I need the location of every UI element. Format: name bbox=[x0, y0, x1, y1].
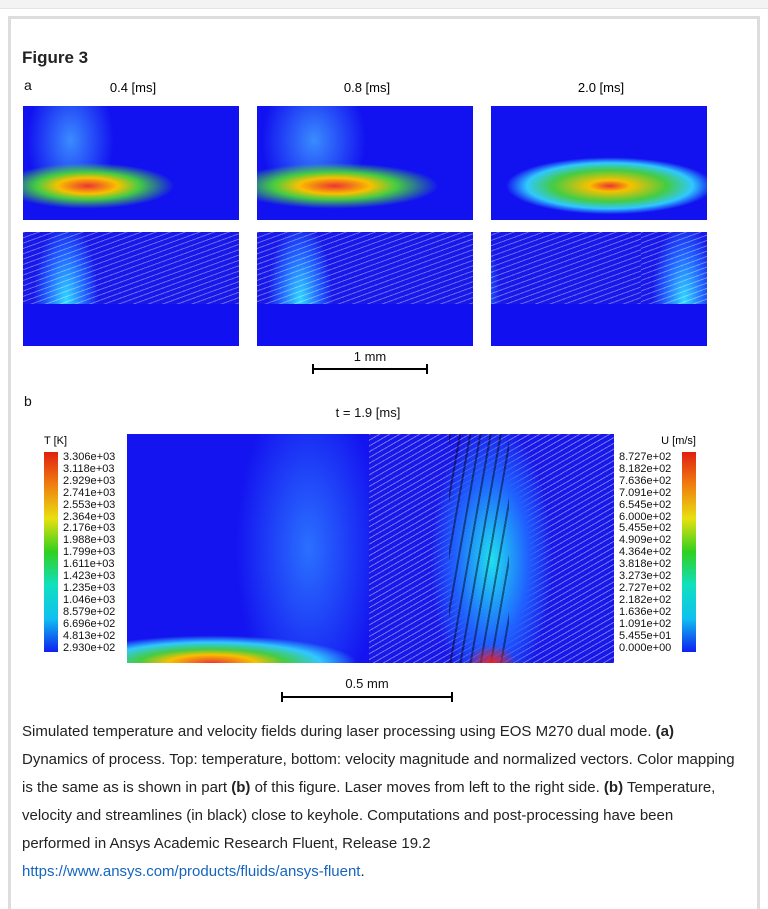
velocity-panel-0.4ms bbox=[23, 232, 239, 346]
legend-tick: 2.176e+03 bbox=[63, 522, 116, 535]
legend-t-title: T [K] bbox=[44, 435, 68, 447]
legend-tick: 3.118e+03 bbox=[63, 462, 115, 475]
legend-tick: 3.306e+03 bbox=[63, 451, 116, 463]
figure-caption: Simulated temperature and velocity field… bbox=[22, 718, 742, 886]
legend-tick: 6.000e+02 bbox=[619, 510, 672, 523]
scale-label-a: 1 mm bbox=[353, 349, 387, 364]
time-label: t = 1.9 [ms] bbox=[335, 405, 401, 420]
legend-tick: 2.182e+02 bbox=[619, 593, 672, 606]
velocity-field-b bbox=[369, 434, 614, 663]
legend-tick: 1.988e+03 bbox=[63, 534, 116, 547]
legend-tick: 2.930e+02 bbox=[63, 641, 116, 654]
caption-bold: (b) bbox=[603, 779, 624, 796]
legend-tick: 2.364e+03 bbox=[63, 510, 116, 523]
ansys-fluent-link[interactable]: https://www.ansys.com/products/fluids/an… bbox=[22, 863, 361, 880]
legend-tick: 1.235e+03 bbox=[63, 581, 116, 594]
scale-bar-b bbox=[281, 692, 453, 702]
scale-label-b: 0.5 mm bbox=[345, 676, 389, 691]
legend-tick: 2.741e+03 bbox=[63, 486, 116, 499]
caption-bold: (a) bbox=[655, 723, 675, 740]
legend-tick: 7.636e+02 bbox=[619, 474, 672, 487]
legend-tick: 1.091e+02 bbox=[619, 617, 672, 630]
temperature-panel-0.8ms bbox=[257, 106, 473, 220]
caption-text: . bbox=[360, 863, 365, 880]
legend-tick: 5.455e+02 bbox=[619, 522, 672, 535]
legend-tick: 5.455e+01 bbox=[619, 629, 672, 642]
legend-tick: 1.611e+03 bbox=[63, 558, 115, 571]
temperature-field-b bbox=[127, 434, 369, 663]
figure-card bbox=[8, 16, 760, 909]
figure-title: Figure 3 bbox=[22, 48, 89, 67]
legend-tick: 1.046e+03 bbox=[63, 593, 116, 606]
legend-tick: 4.364e+02 bbox=[619, 546, 672, 559]
caption-text: Temperature, velocity and streamlines (i… bbox=[22, 779, 716, 852]
legend-tick: 6.696e+02 bbox=[63, 617, 116, 630]
legend-tick: 7.091e+02 bbox=[619, 486, 672, 499]
legend-tick: 1.423e+03 bbox=[63, 570, 116, 583]
legend-t-ticks: 3.306e+03 3.118e+03 2.929e+03 2.741e+03 2.55… bbox=[63, 451, 116, 654]
legend-tick: 8.182e+02 bbox=[619, 462, 672, 475]
caption-text: of this figure. Laser moves from left to… bbox=[250, 779, 604, 796]
legend-tick: 3.273e+02 bbox=[619, 570, 672, 583]
legend-tick: 1.799e+03 bbox=[63, 546, 116, 559]
caption-text: Simulated temperature and velocity field… bbox=[22, 723, 656, 740]
column-label: 2.0 [ms] bbox=[577, 80, 625, 95]
legend-tick: 3.818e+02 bbox=[619, 558, 672, 571]
velocity-panel-0.8ms bbox=[257, 232, 473, 346]
legend-tick: 2.727e+02 bbox=[619, 581, 672, 594]
velocity-panel-2.0ms bbox=[491, 232, 707, 346]
legend-tick: 1.636e+02 bbox=[619, 605, 672, 618]
legend-u-colorbar bbox=[682, 452, 696, 652]
legend-u-ticks: 8.727e+02 8.182e+02 7.636e+02 7.091e+02 6.54… bbox=[619, 451, 672, 654]
legend-tick: 2.553e+03 bbox=[63, 498, 116, 511]
scale-bar-a bbox=[312, 364, 428, 374]
legend-t-colorbar bbox=[44, 452, 58, 652]
legend-tick: 4.909e+02 bbox=[619, 534, 672, 547]
top-bar bbox=[0, 0, 768, 9]
column-label: 0.4 [ms] bbox=[109, 80, 157, 95]
caption-bold: (b) bbox=[231, 779, 251, 796]
temperature-panel-2.0ms bbox=[491, 106, 707, 220]
caption-text: Dynamics of process. Top: temperature, b… bbox=[22, 751, 735, 796]
part-a-label: a bbox=[24, 77, 32, 93]
legend-tick: 8.579e+02 bbox=[63, 605, 116, 618]
legend-tick: 6.545e+02 bbox=[619, 498, 672, 511]
legend-u-title: U [m/s] bbox=[661, 435, 696, 447]
legend-tick: 2.929e+03 bbox=[63, 474, 116, 487]
part-b-label: b bbox=[24, 393, 32, 409]
temperature-panel-0.4ms bbox=[23, 106, 239, 220]
column-label: 0.8 [ms] bbox=[343, 80, 391, 95]
legend-tick: 8.727e+02 bbox=[619, 451, 672, 463]
legend-tick: 4.813e+02 bbox=[63, 629, 116, 642]
legend-tick: 0.000e+00 bbox=[619, 641, 672, 654]
